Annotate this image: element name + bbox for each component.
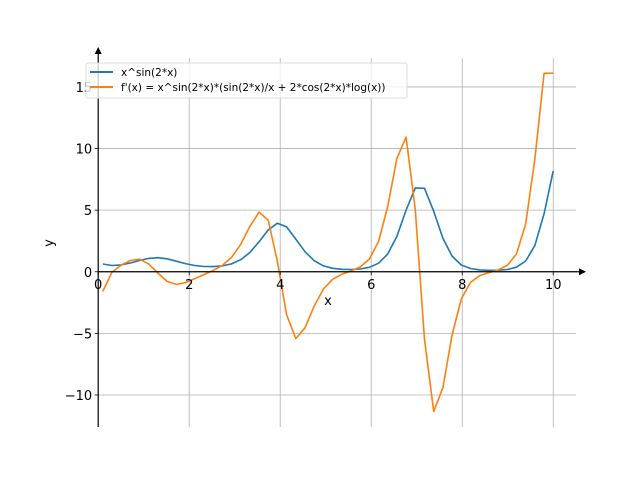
x-tick-label: 4 bbox=[276, 278, 284, 293]
x-axis-label: x bbox=[324, 294, 332, 309]
x-tick-label: 8 bbox=[458, 278, 466, 293]
axes bbox=[94, 47, 586, 427]
x-tick-label: 10 bbox=[545, 278, 562, 293]
y-tick-label: −10 bbox=[65, 389, 92, 404]
legend-label-2: f'(x) = x^sin(2*x)*(sin(2*x)/x + 2*cos(2… bbox=[121, 82, 386, 94]
legend-label-1: x^sin(2*x) bbox=[121, 67, 177, 79]
series-line-1 bbox=[102, 170, 554, 272]
x-axis-arrow-icon bbox=[579, 268, 586, 276]
y-axis-arrow-icon bbox=[94, 47, 102, 54]
y-tick-label: −5 bbox=[73, 327, 92, 342]
y-tick-label: 5 bbox=[84, 204, 92, 219]
x-tick-label: 0 bbox=[94, 278, 102, 293]
y-axis-label: y bbox=[42, 239, 57, 247]
x-tick-label: 6 bbox=[367, 278, 375, 293]
legend: x^sin(2*x) f'(x) = x^sin(2*x)*(sin(2*x)/… bbox=[85, 62, 408, 99]
legend-frame bbox=[85, 62, 408, 99]
x-tick-label: 2 bbox=[185, 278, 193, 293]
y-tick-label: 0 bbox=[84, 266, 92, 281]
series-lines bbox=[102, 72, 554, 413]
y-tick-label: 10 bbox=[76, 143, 93, 158]
series-line-2 bbox=[102, 72, 554, 413]
